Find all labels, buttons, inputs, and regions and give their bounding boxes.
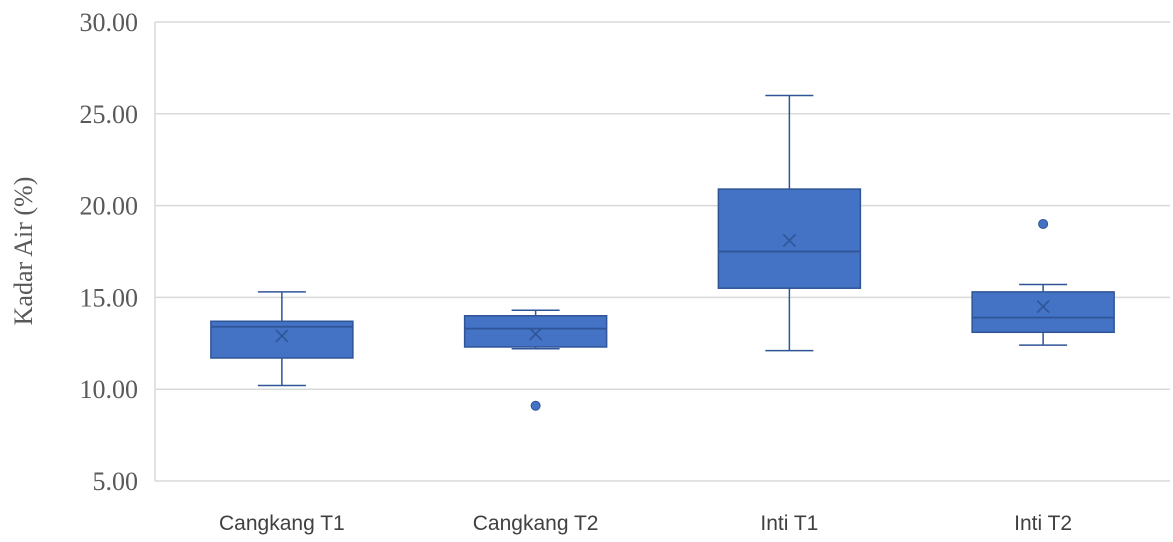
x-axis-tick-labels: Cangkang T1 Cangkang T2 Inti T1 Inti T2 [219,512,1072,535]
y-tick-label: 5.00 [93,467,139,496]
mean-marker-stroke-b [1036,300,1050,314]
y-tick-label: 30.00 [80,8,139,37]
box-cangkang-t2 [463,309,608,411]
outlier-point [530,400,541,411]
boxes [210,94,1115,411]
y-tick-label: 20.00 [80,192,139,221]
box-iqr [717,188,862,289]
outlier-point [1038,218,1049,229]
box-inti-t1 [717,94,862,352]
box-iqr [971,291,1115,334]
box-cangkang-t1 [210,291,354,387]
x-tick-label: Cangkang T2 [473,512,599,535]
y-tick-label: 10.00 [80,375,139,404]
x-tick-label: Inti T1 [760,512,818,535]
box-inti-t2 [971,218,1115,346]
box-iqr [463,315,608,348]
mean-marker-stroke-b [782,233,796,248]
mean-marker-stroke-b [275,329,289,343]
x-tick-label: Cangkang T1 [219,512,345,535]
gridlines [154,21,1170,482]
y-axis-label: Kadar Air (%) [9,177,38,326]
x-tick-label: Inti T2 [1014,512,1072,535]
y-tick-label: 15.00 [80,283,139,312]
y-axis-tick-labels: 5.00 10.00 15.00 20.00 25.00 30.00 [80,8,139,496]
y-tick-label: 25.00 [80,100,139,129]
mean-marker-stroke-b [529,327,543,341]
